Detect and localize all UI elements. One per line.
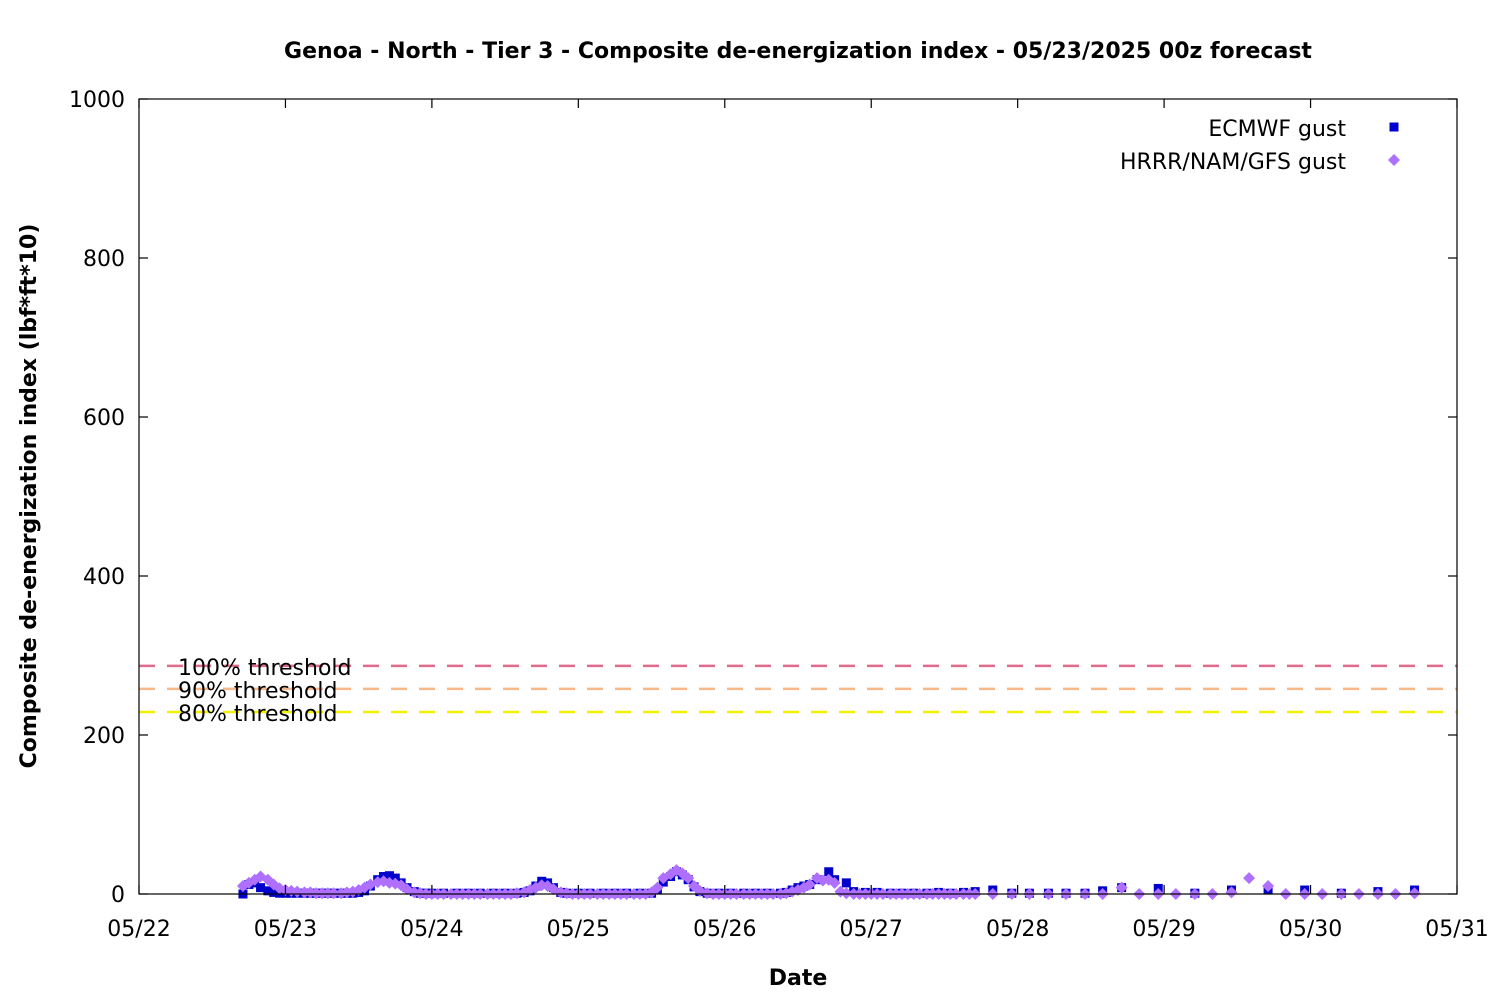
data-point	[682, 872, 695, 885]
x-tick-label: 05/27	[840, 917, 903, 942]
legend: ECMWF gust HRRR/NAM/GFS gust	[1120, 117, 1400, 175]
x-tick-label: 05/28	[986, 917, 1049, 942]
threshold-label: 80% threshold	[178, 702, 338, 727]
legend-marker	[1388, 154, 1400, 166]
data-point	[384, 871, 394, 881]
data-point	[510, 887, 523, 900]
legend-label: HRRR/NAM/GFS gust	[1120, 150, 1346, 175]
data-point	[1225, 886, 1238, 899]
data-markers	[236, 864, 1421, 900]
x-tick-label: 05/23	[254, 917, 317, 942]
data-point	[841, 878, 851, 888]
x-axis-label: Date	[769, 966, 828, 991]
threshold-label: 90% threshold	[178, 679, 338, 704]
data-point	[828, 876, 841, 889]
data-point	[803, 878, 816, 891]
y-tick-label: 800	[83, 247, 125, 272]
y-tick-label: 0	[111, 883, 125, 908]
data-point	[269, 887, 279, 897]
legend-label: ECMWF gust	[1208, 117, 1346, 142]
y-tick-label: 200	[83, 724, 125, 749]
y-tick-label: 1000	[69, 88, 125, 113]
x-tick-label: 05/30	[1279, 917, 1342, 942]
x-tick-label: 05/22	[107, 917, 170, 942]
chart-title: Genoa - North - Tier 3 - Composite de-en…	[284, 39, 1312, 64]
axes: 05/22 05/23 05/24 05/25 05/26 05/27 05/28 05/29…	[69, 88, 1489, 942]
x-tick-label: 05/29	[1132, 917, 1195, 942]
data-point	[291, 885, 304, 898]
data-point	[651, 881, 664, 894]
data-point	[1243, 872, 1256, 885]
legend-marker	[1389, 122, 1399, 132]
data-point	[1115, 881, 1128, 894]
plot-frame	[138, 98, 1458, 895]
data-point	[256, 883, 266, 893]
data-point	[327, 887, 340, 900]
threshold-label: 100% threshold	[178, 656, 352, 681]
data-point	[840, 887, 853, 900]
x-tick-label: 05/24	[400, 917, 463, 942]
y-tick-label: 600	[83, 406, 125, 431]
x-tick-label: 05/25	[547, 917, 610, 942]
x-tick-label: 05/26	[693, 917, 756, 942]
data-point	[824, 867, 834, 877]
y-tick-label: 400	[83, 565, 125, 590]
y-axis-label: Composite de-energization index (lbf*ft*…	[17, 224, 42, 769]
data-point	[1262, 880, 1275, 893]
data-point	[263, 886, 273, 896]
x-tick-label: 05/31	[1425, 917, 1488, 942]
data-point	[1408, 887, 1421, 900]
